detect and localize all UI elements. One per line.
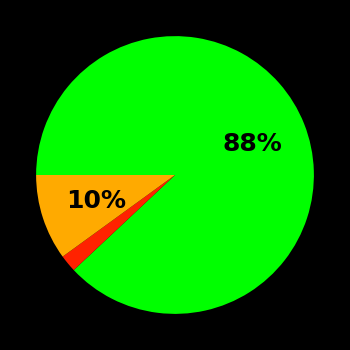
Wedge shape [36, 36, 314, 314]
Text: 88%: 88% [223, 132, 282, 156]
Wedge shape [63, 175, 175, 270]
Text: 10%: 10% [66, 189, 126, 213]
Wedge shape [36, 175, 175, 257]
